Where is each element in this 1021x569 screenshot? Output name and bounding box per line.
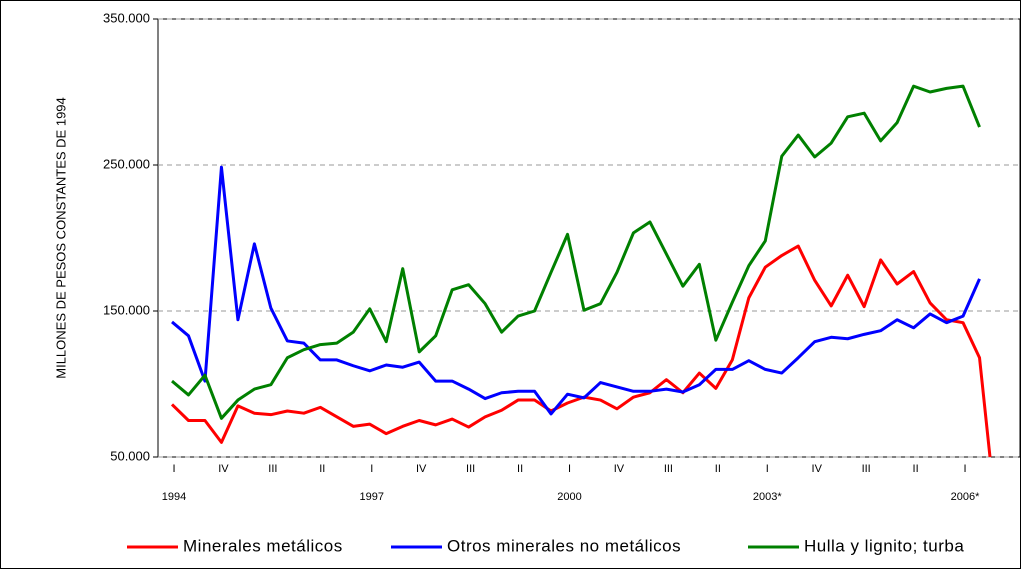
y-tick-label: 350.000 [103,10,150,25]
y-tick-label: 250.000 [103,156,150,171]
x-tick-label: IV [812,463,823,475]
series-line [171,165,981,416]
x-tick-label: I [964,463,967,475]
x-tick-label: IV [218,463,229,475]
x-tick-label: III [664,463,673,475]
legend-label: Minerales metálicos [183,536,343,555]
x-tick-label: I [568,463,571,475]
x-tick-label: IV [416,463,427,475]
x-tick-label: II [715,463,721,475]
x-tick-label: III [268,463,277,475]
x-group-label: 2003* [753,491,782,503]
x-group-label: 1994 [162,491,186,503]
x-group-label: 2006* [951,491,980,503]
series-line [171,84,981,420]
y-tick-label: 150.000 [103,302,150,317]
x-tick-label: II [319,463,325,475]
legend-label: Otros minerales no metálicos [447,536,681,555]
x-tick-label: I [172,463,175,475]
x-tick-label: II [913,463,919,475]
y-tick-label: 50.000 [110,448,150,463]
x-tick-label: I [370,463,373,475]
x-tick-label: II [517,463,523,475]
y-axis-label: MILLONES DE PESOS CONSTANTES DE 1994 [53,97,68,379]
x-group-label: 1997 [360,491,384,503]
x-tick-label: I [766,463,769,475]
x-tick-label: IV [614,463,625,475]
x-tick-label: III [466,463,475,475]
x-tick-label: III [862,463,871,475]
plot-area [157,18,1021,458]
legend-label: Hulla y lignito; turba [804,536,964,555]
x-group-label: 2000 [557,491,581,503]
plot-series [170,84,992,457]
